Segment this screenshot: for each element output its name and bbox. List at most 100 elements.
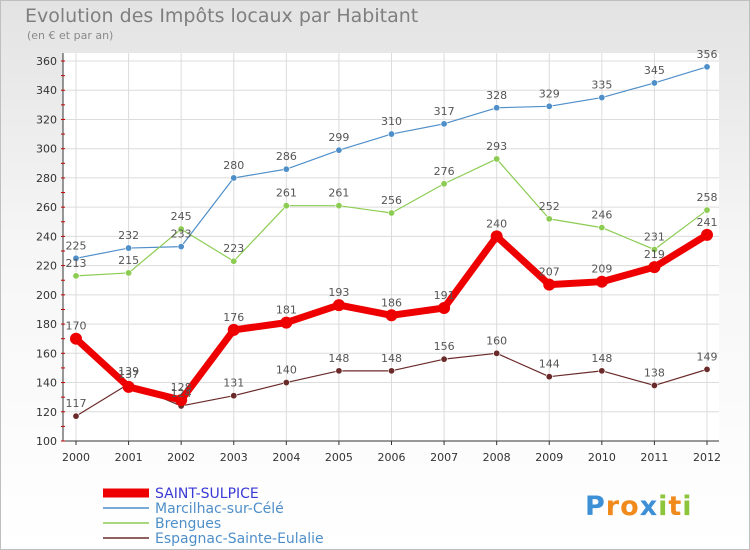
data-point [177,243,185,251]
data-label: 356 [697,48,718,61]
y-tick-label: 180 [36,318,57,331]
data-label: 335 [591,79,612,92]
data-point [703,63,711,71]
data-point [282,379,290,387]
data-point [122,380,135,393]
data-label: 148 [591,352,612,365]
y-tick-label: 260 [36,201,57,214]
data-label: 240 [486,217,507,230]
data-label: 124 [171,387,192,400]
data-label: 293 [486,140,507,153]
data-point [387,130,395,138]
data-label: 213 [66,257,87,270]
data-point [125,244,133,252]
y-tick-label: 140 [36,377,57,390]
data-point [598,224,606,232]
data-label: 245 [171,210,192,223]
y-tick-label: 240 [36,230,57,243]
data-label: 219 [644,248,665,261]
data-point [332,299,345,312]
data-label: 176 [223,311,244,324]
x-tick-label: 2012 [693,451,721,464]
data-point [70,332,82,345]
data-point [703,206,711,214]
y-tick-label: 220 [36,260,57,273]
data-label: 246 [591,209,612,222]
data-point [438,302,451,314]
data-label: 160 [486,334,507,347]
x-tick-label: 2011 [640,451,668,464]
data-label: 252 [539,200,560,213]
data-point [440,355,448,363]
logo-letter: r [605,491,621,522]
x-tick-label: 2000 [62,451,90,464]
data-point [650,79,658,87]
data-label: 233 [171,228,192,241]
x-tick-label: 2009 [535,451,563,464]
data-point [177,225,185,233]
data-point [493,349,501,357]
logo-letter: t [668,491,683,522]
data-point [493,104,501,112]
data-label: 139 [118,365,139,378]
data-point [230,174,238,182]
chart-title: Evolution des Impôts locaux par Habitant [25,5,419,27]
data-label: 193 [328,286,349,299]
data-point [72,412,80,420]
data-label: 148 [381,352,402,365]
data-point [703,365,711,373]
data-label: 117 [66,397,87,410]
data-label: 137 [118,368,139,381]
data-label: 225 [66,239,87,252]
data-point [440,120,448,128]
data-point [701,228,713,241]
x-tick-label: 2010 [588,451,616,464]
data-label: 280 [223,159,244,172]
data-point [387,367,395,375]
data-point [545,102,553,110]
data-point [650,246,658,254]
x-tick-label: 2002 [167,451,195,464]
data-label: 207 [539,266,560,279]
data-label: 299 [328,131,349,144]
data-point [598,94,606,102]
y-tick-label: 360 [36,55,57,68]
data-point [385,309,398,322]
data-label: 215 [118,254,139,267]
data-label: 144 [539,358,560,371]
logo-letter: i [682,491,693,522]
data-point [648,261,661,274]
data-label: 232 [118,229,139,242]
data-label: 261 [276,187,297,200]
data-point [335,367,343,375]
y-tick-label: 340 [36,84,57,97]
data-label: 156 [434,340,455,353]
y-tick-label: 120 [36,406,57,419]
data-point [72,254,80,262]
data-label: 181 [276,304,297,317]
x-tick-label: 2001 [115,451,143,464]
x-tick-label: 2008 [483,451,511,464]
data-label: 328 [486,89,507,102]
data-point [175,394,188,407]
logo-letter: x [639,491,659,522]
x-tick-label: 2004 [272,451,300,464]
legend-label: Espagnac-Sainte-Eulalie [155,531,324,547]
data-label: 140 [276,364,297,377]
data-label: 241 [697,216,718,229]
data-label: 329 [539,87,560,100]
proxiti-logo: Proxiti [585,491,693,522]
data-label: 131 [223,377,244,390]
data-point [230,392,238,400]
data-point [125,269,133,277]
data-point [595,275,608,288]
legend-label: Marcilhac-sur-Célé [155,501,284,517]
data-label: 310 [381,115,402,128]
x-tick-label: 2007 [430,451,458,464]
data-label: 191 [434,289,455,302]
data-point [650,381,658,389]
y-tick-label: 280 [36,172,57,185]
y-tick-label: 300 [36,143,57,156]
x-tick-label: 2005 [325,451,353,464]
